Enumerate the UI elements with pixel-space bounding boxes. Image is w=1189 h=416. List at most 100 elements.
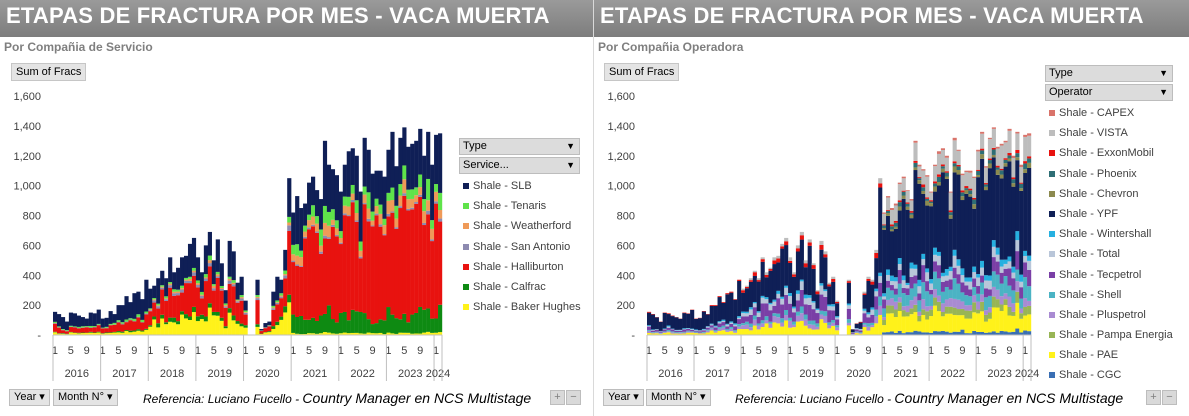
- legend-item[interactable]: Shale - CAPEX: [1045, 103, 1173, 123]
- collapse-button[interactable]: −: [566, 390, 581, 405]
- bar-segment: [874, 288, 879, 292]
- legend-item[interactable]: Shale - Wintershall: [1045, 224, 1173, 244]
- legend-item[interactable]: Shale - SLB: [459, 176, 580, 196]
- sum-of-fracs-field-button[interactable]: Sum of Fracs: [604, 63, 680, 81]
- bar-segment: [819, 285, 824, 295]
- legend-item[interactable]: Shale - Calfrac: [459, 277, 580, 297]
- bar-segment: [180, 311, 185, 315]
- bar-segment: [1003, 166, 1008, 260]
- bar-segment: [909, 332, 914, 335]
- dropdown-arrow-icon[interactable]: ▼: [1159, 87, 1168, 97]
- bar-segment: [921, 190, 926, 194]
- bar-segment: [53, 321, 58, 324]
- bar-segment: [795, 321, 801, 335]
- legend-item[interactable]: Shale - Total: [1045, 244, 1173, 264]
- bar-segment: [866, 281, 871, 313]
- expand-button[interactable]: +: [550, 390, 565, 405]
- legend-item[interactable]: Shale - Weatherford: [459, 216, 580, 236]
- filter-icon[interactable]: ▼: [566, 141, 575, 151]
- collapse-button[interactable]: −: [1162, 390, 1177, 405]
- bar-segment: [366, 319, 371, 333]
- month-tick-label: 1: [195, 345, 201, 357]
- bar-segment: [215, 277, 220, 312]
- bar-segment: [231, 282, 236, 285]
- legend-item[interactable]: Shale - Tecpetrol: [1045, 265, 1173, 285]
- bar-segment: [690, 309, 695, 329]
- legend-item[interactable]: Shale - Pampa Energia: [1045, 325, 1173, 345]
- bar-segment: [410, 209, 415, 315]
- bar-segment: [791, 306, 797, 309]
- month-field-button[interactable]: Month N° ▾: [646, 389, 711, 406]
- bar-segment: [650, 332, 656, 333]
- legend-item[interactable]: Shale - Baker Hughes: [459, 297, 581, 317]
- legend-item[interactable]: Shale - CGC: [1045, 365, 1173, 385]
- bar-segment: [136, 314, 141, 317]
- expand-button[interactable]: +: [1146, 390, 1161, 405]
- legend-item[interactable]: Shale - Chevron: [1045, 184, 1173, 204]
- bar-segment: [850, 332, 855, 334]
- bar-segment: [799, 239, 804, 280]
- year-field-button[interactable]: Year ▾: [603, 389, 644, 406]
- bar-segment: [956, 166, 961, 170]
- bar-segment: [235, 301, 240, 303]
- sum-of-fracs-field-button[interactable]: Sum of Fracs: [11, 63, 87, 81]
- bar-segment: [886, 210, 891, 214]
- bar-segment: [936, 265, 942, 279]
- bar-segment: [752, 303, 757, 308]
- bar-segment: [960, 282, 965, 293]
- legend-item[interactable]: Shale - Phoenix: [1045, 164, 1173, 184]
- bar-segment: [279, 319, 284, 335]
- dropdown-arrow-icon[interactable]: ▼: [566, 160, 575, 170]
- bar-segment: [737, 317, 742, 320]
- bar-segment: [390, 211, 395, 213]
- bar-segment: [733, 331, 738, 333]
- bar-segment: [878, 282, 883, 297]
- bar-segment: [952, 140, 957, 162]
- bar-segment: [402, 313, 407, 333]
- bar-segment: [780, 318, 785, 323]
- year-field-button[interactable]: Year ▾: [9, 389, 50, 406]
- filter-icon[interactable]: ▼: [1159, 68, 1168, 78]
- legend-item[interactable]: Shale - VISTA: [1045, 123, 1173, 143]
- month-tick-label: 5: [991, 345, 997, 357]
- legend-operator-filter[interactable]: Operator ▼: [1045, 84, 1173, 101]
- bar-segment: [1003, 276, 1008, 294]
- bar-segment: [176, 267, 181, 290]
- bar-segment: [370, 225, 375, 227]
- bar-segment: [960, 268, 965, 276]
- bar-segment: [925, 197, 930, 199]
- legend-type-filter[interactable]: Type ▼: [459, 138, 580, 155]
- bar-segment: [983, 275, 989, 281]
- bar-segment: [697, 333, 703, 335]
- bar-segment: [717, 296, 722, 298]
- legend-item[interactable]: Shale - PAE: [1045, 345, 1173, 365]
- year-label: 2020: [255, 368, 279, 380]
- bar-segment: [96, 324, 101, 326]
- bar-segment: [390, 187, 395, 201]
- bar-segment: [1027, 167, 1032, 256]
- bar-segment: [88, 312, 93, 326]
- bar-segment: [172, 272, 177, 290]
- legend-item[interactable]: Shale - Shell: [1045, 285, 1173, 305]
- bar-segment: [901, 195, 906, 199]
- legend-item[interactable]: Shale - San Antonio: [459, 237, 580, 257]
- legend-item[interactable]: Shale - ExxonMobil: [1045, 143, 1173, 163]
- bar-segment: [160, 289, 165, 315]
- bar-segment: [60, 333, 66, 335]
- bar-segment: [905, 209, 910, 283]
- bar-segment: [314, 333, 320, 335]
- legend-item[interactable]: Shale - YPF: [1045, 204, 1173, 224]
- legend-service-filter[interactable]: Service... ▼: [459, 157, 580, 174]
- month-field-button[interactable]: Month N° ▾: [53, 389, 118, 406]
- bar-segment: [330, 226, 336, 320]
- bar-segment: [104, 328, 109, 333]
- legend-item[interactable]: Shale - Pluspetrol: [1045, 305, 1173, 325]
- legend-item[interactable]: Shale - Tenaris: [459, 196, 580, 216]
- bar-segment: [827, 322, 832, 325]
- legend-item[interactable]: Shale - Halliburton: [459, 257, 580, 277]
- bar-segment: [917, 279, 922, 287]
- legend-type-filter[interactable]: Type ▼: [1045, 65, 1173, 82]
- bar-segment: [318, 253, 324, 316]
- bar-segment: [354, 221, 359, 312]
- bar-segment: [1003, 305, 1008, 332]
